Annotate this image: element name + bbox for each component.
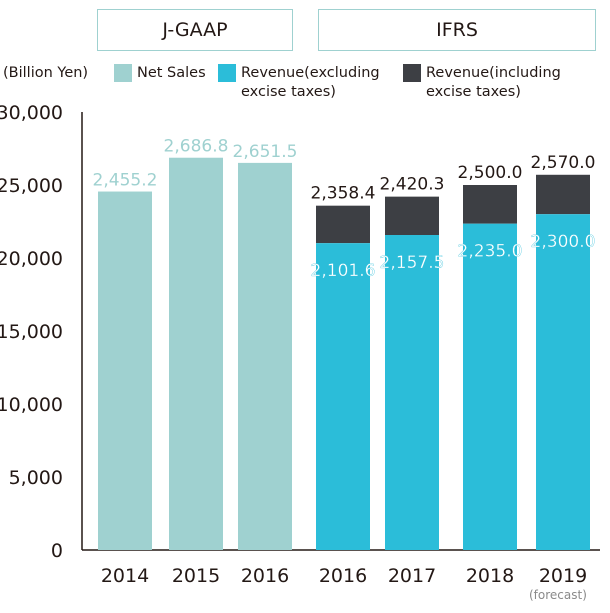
data-label-net-sales: 2,686.8 bbox=[164, 137, 229, 157]
bar-net-sales bbox=[169, 157, 223, 550]
legend-label-net-sales: Net Sales bbox=[137, 65, 206, 81]
y-axis-unit-label: (Billion Yen) bbox=[3, 65, 89, 81]
legend-item-revenue-incl: Revenue(including excise taxes) bbox=[403, 64, 593, 102]
bar-revenue-incl bbox=[316, 205, 370, 244]
bar-revenue-excl bbox=[385, 235, 439, 550]
data-label-revenue-incl: 2,420.3 bbox=[380, 175, 445, 195]
data-label-revenue-excl: 2,300.0 bbox=[531, 232, 596, 252]
bar-revenue-incl bbox=[536, 174, 590, 215]
y-tick-label: 30,000 bbox=[0, 102, 63, 124]
x-tick-label: 2016 bbox=[241, 565, 289, 587]
x-tick-label: 2015 bbox=[172, 565, 220, 587]
data-label-revenue-excl: 2,157.5 bbox=[380, 253, 445, 273]
y-tick-label: 20,000 bbox=[0, 248, 63, 270]
legend-swatch-revenue-excl bbox=[218, 64, 236, 82]
x-tick-label: 2017 bbox=[388, 565, 436, 587]
data-label-revenue-incl: 2,570.0 bbox=[531, 153, 596, 173]
bar-net-sales bbox=[238, 162, 292, 551]
data-label-revenue-incl: 2,500.0 bbox=[458, 163, 523, 183]
data-label-revenue-excl: 2,101.6 bbox=[311, 261, 376, 281]
bar-net-sales bbox=[98, 191, 152, 550]
data-label-revenue-incl: 2,358.4 bbox=[311, 184, 376, 204]
y-tick-label: 15,000 bbox=[0, 321, 63, 343]
x-tick-label: 2014 bbox=[101, 565, 149, 587]
data-label-net-sales: 2,455.2 bbox=[93, 171, 158, 191]
legend-swatch-net-sales bbox=[114, 64, 132, 82]
bar-revenue-incl bbox=[385, 196, 439, 236]
bar-revenue-incl bbox=[463, 185, 517, 224]
data-label-net-sales: 2,651.5 bbox=[233, 142, 298, 162]
legend-label-revenue-excl: Revenue(excluding excise taxes) bbox=[241, 65, 380, 100]
forecast-note: (forecast) bbox=[529, 588, 587, 602]
y-tick-label: 25,000 bbox=[0, 175, 63, 197]
bar-revenue-excl bbox=[536, 214, 590, 550]
x-tick-label: 2016 bbox=[319, 565, 367, 587]
x-tick-label: 2019 bbox=[539, 565, 587, 587]
group-header-ifrs: IFRS bbox=[318, 9, 596, 51]
y-tick-label: 10,000 bbox=[0, 394, 63, 416]
bar-revenue-excl bbox=[463, 223, 517, 550]
legend-item-revenue-excl: Revenue(excluding excise taxes) bbox=[218, 64, 398, 102]
legend-item-net-sales: Net Sales bbox=[114, 64, 206, 83]
y-tick-label: 0 bbox=[51, 540, 63, 562]
y-tick-label: 5,000 bbox=[9, 467, 63, 489]
legend-label-revenue-incl: Revenue(including excise taxes) bbox=[426, 65, 561, 100]
x-tick-label: 2018 bbox=[466, 565, 514, 587]
legend-swatch-revenue-incl bbox=[403, 64, 421, 82]
group-header-jgaap: J-GAAP bbox=[97, 9, 293, 51]
data-label-revenue-excl: 2,235.0 bbox=[458, 242, 523, 262]
bar-revenue-excl bbox=[316, 243, 370, 551]
